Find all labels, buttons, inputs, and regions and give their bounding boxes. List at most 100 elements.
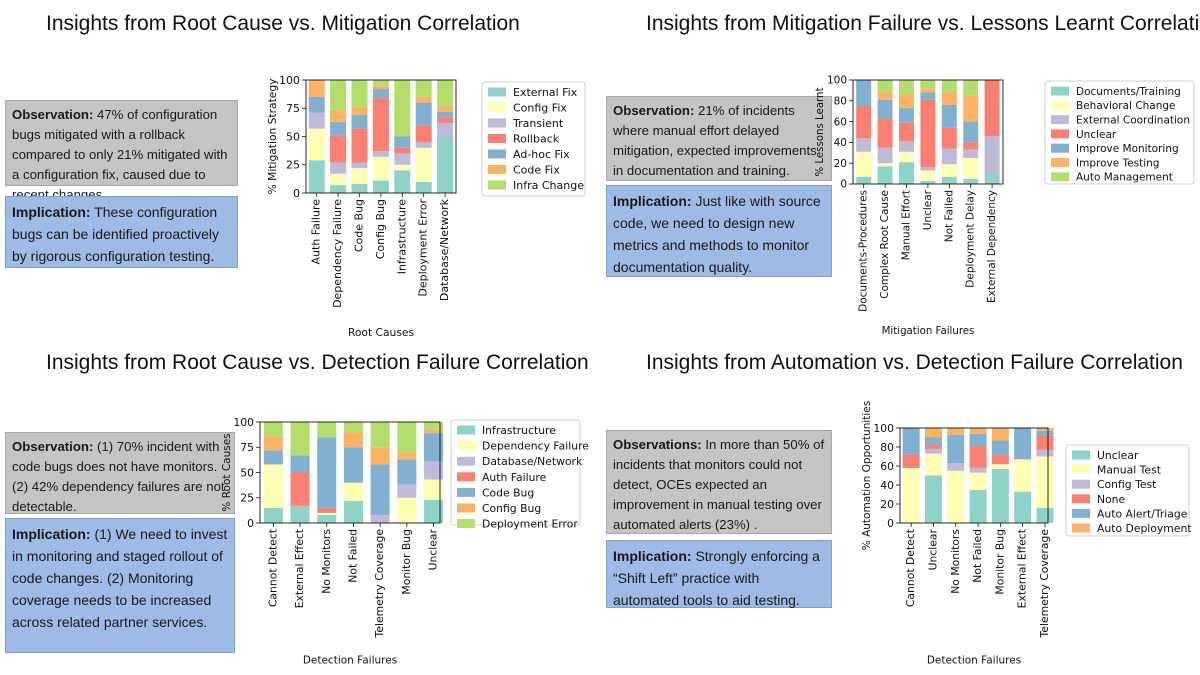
legend-label: None xyxy=(1097,493,1126,506)
bar-segment xyxy=(437,80,454,106)
bar-segment xyxy=(947,428,965,435)
legend-label: Deployment Error xyxy=(482,518,578,531)
bar-segment xyxy=(963,121,979,143)
bar-segment xyxy=(963,158,979,179)
bar-segment xyxy=(947,470,965,523)
legend-swatch xyxy=(1072,508,1090,518)
bar-segment xyxy=(330,80,347,111)
bar-segment xyxy=(397,422,417,453)
bar-segment xyxy=(941,104,957,128)
y-tick-label: 0 xyxy=(247,517,254,530)
bar-segment xyxy=(397,484,417,498)
bar-segment xyxy=(941,148,957,165)
y-tick-label: 0 xyxy=(887,517,894,530)
legend-box xyxy=(481,81,586,197)
x-tick-label: Telemetry Coverage xyxy=(373,529,386,639)
bar-segment xyxy=(424,422,444,431)
bar-segment xyxy=(947,463,965,471)
y-tick-label: 25 xyxy=(240,492,254,505)
bar-segment xyxy=(984,136,1000,174)
bar-segment xyxy=(394,170,411,193)
legend-label: Auto Alert/Triage xyxy=(1097,507,1188,520)
legend-label: Database/Network xyxy=(482,455,583,468)
bar-segment xyxy=(370,514,390,523)
bar-segment xyxy=(415,102,432,126)
legend-label: Transient xyxy=(512,117,564,130)
bar-segment xyxy=(877,147,893,164)
y-tick-label: 60 xyxy=(834,116,847,128)
y-axis-label: % Mitigation Strategy xyxy=(266,79,279,195)
implication-label: Implication: xyxy=(613,193,692,209)
bar-segment xyxy=(351,115,368,129)
y-tick-label: 100 xyxy=(873,422,894,435)
legend-label: Code Bug xyxy=(482,486,534,499)
bar-segment xyxy=(397,459,417,485)
legend-label: Rollback xyxy=(513,133,560,146)
legend-swatch xyxy=(488,118,506,128)
y-tick-label: 100 xyxy=(233,416,254,429)
observation-label: Observation: xyxy=(12,107,94,122)
bar-segment xyxy=(963,149,979,158)
x-tick-label: No Monitors xyxy=(949,529,962,594)
bar-segment xyxy=(343,432,363,448)
y-tick-label: 100 xyxy=(827,75,847,87)
chart-mitigation-lessons: Documents-Procedures Complex Root Cause Ma… xyxy=(815,75,1195,337)
x-tick-label: No Monitors xyxy=(320,529,333,594)
x-tick-label: Telemetry Coverage xyxy=(1038,529,1051,639)
legend-swatch xyxy=(1072,494,1090,504)
bar-segment xyxy=(969,428,987,434)
legend-label: Config Test xyxy=(1097,478,1156,491)
bar-segment xyxy=(920,167,936,171)
x-tick-label: Database/Network xyxy=(438,198,451,301)
bar-segment xyxy=(924,453,942,476)
bar-segment xyxy=(1014,491,1032,523)
bar-segment xyxy=(351,162,368,169)
x-tick-label: Config Bug xyxy=(374,199,387,259)
legend-label: Manual Test xyxy=(1097,464,1161,477)
bar-segment xyxy=(902,454,920,468)
legend-swatch xyxy=(488,103,506,112)
observation-label: Observations: xyxy=(613,437,702,452)
bar-segment xyxy=(372,180,389,193)
bar-segment xyxy=(263,464,283,508)
x-tick-label: Not Failed xyxy=(943,190,955,242)
bar-segment xyxy=(317,422,337,438)
legend-swatch xyxy=(488,165,506,174)
implication-box-4: Implication: Strongly enforcing a “Shift… xyxy=(606,540,832,608)
implication-text: (1) We need to invest in monitoring and … xyxy=(12,526,228,630)
legend-swatch xyxy=(457,519,475,529)
implication-text: Strongly enforcing a “Shift Left” practi… xyxy=(613,548,820,608)
legend-label: External Fix xyxy=(513,86,578,99)
legend-label: Auto Deployment xyxy=(1097,522,1192,535)
bar-segment xyxy=(899,141,914,152)
bar-segment xyxy=(424,433,444,462)
x-tick-label: Cannot Detect xyxy=(266,529,279,607)
bar-segment xyxy=(877,118,893,148)
bar-segment xyxy=(984,80,1000,137)
y-tick-label: 60 xyxy=(880,460,894,473)
bar-segment xyxy=(969,467,987,473)
bar-segment xyxy=(437,122,454,137)
legend-swatch xyxy=(457,503,475,513)
bar-segment xyxy=(372,89,389,99)
legend-box xyxy=(1044,80,1195,185)
bar-segment xyxy=(437,105,454,112)
legend-label: Unclear xyxy=(1076,129,1117,141)
bar-segment xyxy=(920,99,936,168)
implication-text: These configuration bugs can be identifi… xyxy=(12,204,220,264)
plot-frame xyxy=(852,79,1004,185)
x-tick-label: Dependency Failure xyxy=(331,199,344,308)
observation-text: In more than 50% of incidents that monit… xyxy=(613,437,825,532)
bar-segment xyxy=(920,80,936,89)
bar-segment xyxy=(902,428,920,455)
bar-segment xyxy=(969,472,987,490)
implication-box-2: Implication: Just like with source code,… xyxy=(606,185,832,277)
bar-segment xyxy=(920,88,936,93)
y-tick-label: 75 xyxy=(286,102,300,115)
bar-segment xyxy=(991,468,1009,523)
bar-segment xyxy=(397,497,417,523)
legend-swatch xyxy=(457,425,475,435)
legend-label: Unclear xyxy=(1097,449,1139,462)
bar-segment xyxy=(415,147,432,182)
y-axis-label: % Lessons Learnt xyxy=(815,87,826,176)
